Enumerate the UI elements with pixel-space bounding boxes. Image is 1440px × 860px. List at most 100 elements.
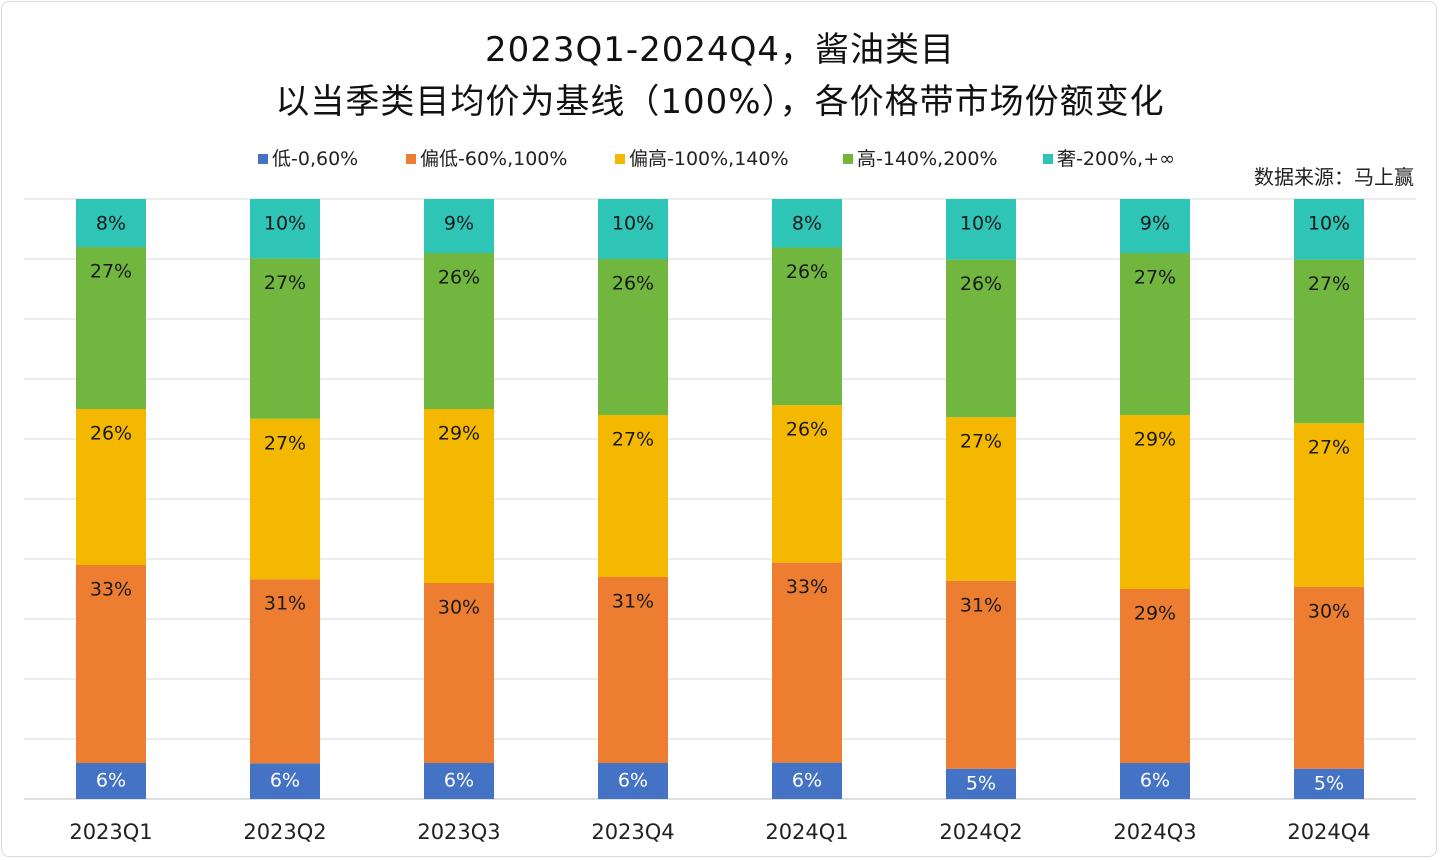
data-label-low-2024Q2: 5% bbox=[966, 772, 996, 794]
data-label-mid-low-2024Q3: 29% bbox=[1134, 603, 1176, 625]
data-label-mid-low-2023Q2: 31% bbox=[264, 593, 306, 615]
data-label-mid-high-2023Q3: 29% bbox=[438, 423, 480, 445]
data-label-low-2023Q2: 6% bbox=[270, 770, 300, 792]
bar-segment-mid-low-2024Q4 bbox=[1294, 586, 1364, 769]
data-label-high-2023Q4: 26% bbox=[612, 273, 654, 295]
data-label-luxury-2024Q1: 8% bbox=[792, 213, 822, 235]
data-label-mid-high-2023Q2: 27% bbox=[264, 432, 306, 454]
data-label-mid-low-2023Q4: 31% bbox=[612, 591, 654, 613]
bar-segment-high-2024Q3 bbox=[1120, 253, 1190, 415]
legend-swatch-high bbox=[843, 154, 853, 164]
bar-segment-low-2023Q4 bbox=[598, 763, 668, 799]
data-label-mid-high-2024Q4: 27% bbox=[1308, 437, 1350, 459]
data-label-high-2023Q1: 27% bbox=[90, 261, 132, 283]
bar-segment-mid-low-2024Q3 bbox=[1120, 589, 1190, 763]
data-label-mid-high-2024Q2: 27% bbox=[960, 431, 1002, 453]
data-label-mid-low-2024Q4: 30% bbox=[1308, 600, 1350, 622]
data-label-mid-high-2024Q1: 26% bbox=[786, 419, 828, 441]
legend-swatch-mid-low bbox=[406, 154, 416, 164]
legend-label-high: 高-140%,200% bbox=[857, 148, 998, 170]
bar-segment-mid-low-2023Q3 bbox=[424, 583, 494, 763]
bar-segment-low-2024Q1 bbox=[772, 762, 842, 799]
data-label-mid-low-2024Q1: 33% bbox=[786, 576, 828, 598]
data-label-luxury-2023Q3: 9% bbox=[444, 213, 474, 235]
data-label-luxury-2024Q2: 10% bbox=[960, 213, 1002, 235]
chart-title: 2023Q1-2024Q4，酱油类目 bbox=[484, 30, 956, 70]
data-label-luxury-2023Q4: 10% bbox=[612, 213, 654, 235]
bar-segment-mid-low-2023Q2 bbox=[250, 579, 320, 764]
bar-segment-high-2023Q1 bbox=[76, 247, 146, 409]
bar-segment-mid-high-2024Q2 bbox=[946, 417, 1016, 581]
data-label-high-2023Q2: 27% bbox=[264, 272, 306, 294]
x-tick-label-2023Q3: 2023Q3 bbox=[417, 820, 500, 844]
data-label-high-2024Q2: 26% bbox=[960, 273, 1002, 295]
bar-segment-low-2023Q3 bbox=[424, 763, 494, 799]
data-label-mid-low-2024Q2: 31% bbox=[960, 594, 1002, 616]
data-label-high-2024Q1: 26% bbox=[786, 261, 828, 283]
data-label-mid-low-2023Q1: 33% bbox=[90, 579, 132, 601]
data-label-low-2023Q1: 6% bbox=[96, 770, 126, 792]
data-label-mid-high-2023Q4: 27% bbox=[612, 429, 654, 451]
bar-segment-mid-high-2024Q4 bbox=[1294, 423, 1364, 587]
bar-segment-mid-low-2024Q1 bbox=[772, 562, 842, 763]
legend-label-luxury: 奢-200%,+∞ bbox=[1057, 148, 1175, 170]
bar-segment-high-2024Q1 bbox=[772, 247, 842, 406]
data-label-low-2024Q3: 6% bbox=[1140, 770, 1170, 792]
bar-segment-luxury-2024Q1 bbox=[772, 199, 842, 248]
chart-subtitle: 以当季类目均价为基线（100%），各价格带市场份额变化 bbox=[275, 82, 1165, 122]
bar-segment-low-2024Q2 bbox=[946, 768, 1016, 799]
bar-segment-low-2024Q4 bbox=[1294, 768, 1364, 799]
x-tick-label-2023Q2: 2023Q2 bbox=[243, 820, 326, 844]
x-tick-label-2024Q3: 2024Q3 bbox=[1113, 820, 1196, 844]
bar-segment-mid-high-2023Q1 bbox=[76, 409, 146, 565]
legend-label-mid-high: 偏高-100%,140% bbox=[629, 148, 789, 170]
x-tick-label-2023Q1: 2023Q1 bbox=[69, 820, 152, 844]
x-tick-label-2024Q1: 2024Q1 bbox=[765, 820, 848, 844]
x-tick-label-2024Q4: 2024Q4 bbox=[1287, 820, 1370, 844]
data-label-high-2023Q3: 26% bbox=[438, 267, 480, 289]
data-label-low-2024Q1: 6% bbox=[792, 769, 822, 791]
bar-segment-low-2023Q2 bbox=[250, 763, 320, 799]
bar-segment-luxury-2023Q2 bbox=[250, 199, 320, 259]
data-source-note: 数据来源：马上赢 bbox=[1254, 165, 1414, 189]
data-label-luxury-2024Q3: 9% bbox=[1140, 213, 1170, 235]
data-label-mid-high-2023Q1: 26% bbox=[90, 423, 132, 445]
bar-segment-luxury-2023Q3 bbox=[424, 199, 494, 253]
data-label-low-2023Q3: 6% bbox=[444, 770, 474, 792]
data-label-mid-low-2023Q3: 30% bbox=[438, 597, 480, 619]
data-label-luxury-2024Q4: 10% bbox=[1308, 213, 1350, 235]
data-label-luxury-2023Q1: 8% bbox=[96, 213, 126, 235]
bar-segment-luxury-2024Q3 bbox=[1120, 199, 1190, 253]
data-label-high-2024Q4: 27% bbox=[1308, 273, 1350, 295]
bar-segment-luxury-2023Q4 bbox=[598, 199, 668, 259]
data-label-mid-high-2024Q3: 29% bbox=[1134, 429, 1176, 451]
bar-segment-low-2024Q3 bbox=[1120, 763, 1190, 799]
bar-segment-luxury-2024Q4 bbox=[1294, 199, 1364, 260]
data-label-luxury-2023Q2: 10% bbox=[264, 213, 306, 235]
bar-segment-mid-low-2024Q2 bbox=[946, 580, 1016, 769]
bar-segment-mid-high-2024Q1 bbox=[772, 405, 842, 563]
legend-swatch-low bbox=[258, 154, 268, 164]
bar-segment-mid-high-2023Q4 bbox=[598, 415, 668, 577]
legend: 低-0,60% 偏低-60%,100% 偏高-100%,140% 高-140%,… bbox=[0, 146, 1440, 172]
bar-segment-high-2023Q3 bbox=[424, 253, 494, 409]
bar-segment-high-2023Q2 bbox=[250, 258, 320, 419]
bar-segment-low-2023Q1 bbox=[76, 763, 146, 799]
bar-segment-mid-high-2023Q3 bbox=[424, 409, 494, 583]
data-label-low-2023Q4: 6% bbox=[618, 770, 648, 792]
legend-label-mid-low: 偏低-60%,100% bbox=[420, 148, 568, 170]
x-tick-label-2024Q2: 2024Q2 bbox=[939, 820, 1022, 844]
legend-label-low: 低-0,60% bbox=[272, 148, 359, 170]
data-label-high-2024Q3: 27% bbox=[1134, 267, 1176, 289]
bar-segment-mid-low-2023Q1 bbox=[76, 565, 146, 763]
bar-segment-mid-high-2023Q2 bbox=[250, 418, 320, 580]
bar-segment-high-2023Q4 bbox=[598, 259, 668, 415]
bar-segment-high-2024Q2 bbox=[946, 259, 1016, 418]
bar-segment-luxury-2023Q1 bbox=[76, 199, 146, 247]
bar-segment-mid-low-2023Q4 bbox=[598, 577, 668, 763]
legend-swatch-mid-high bbox=[615, 154, 625, 164]
x-tick-label-2023Q4: 2023Q4 bbox=[591, 820, 674, 844]
legend-swatch-luxury bbox=[1043, 154, 1053, 164]
